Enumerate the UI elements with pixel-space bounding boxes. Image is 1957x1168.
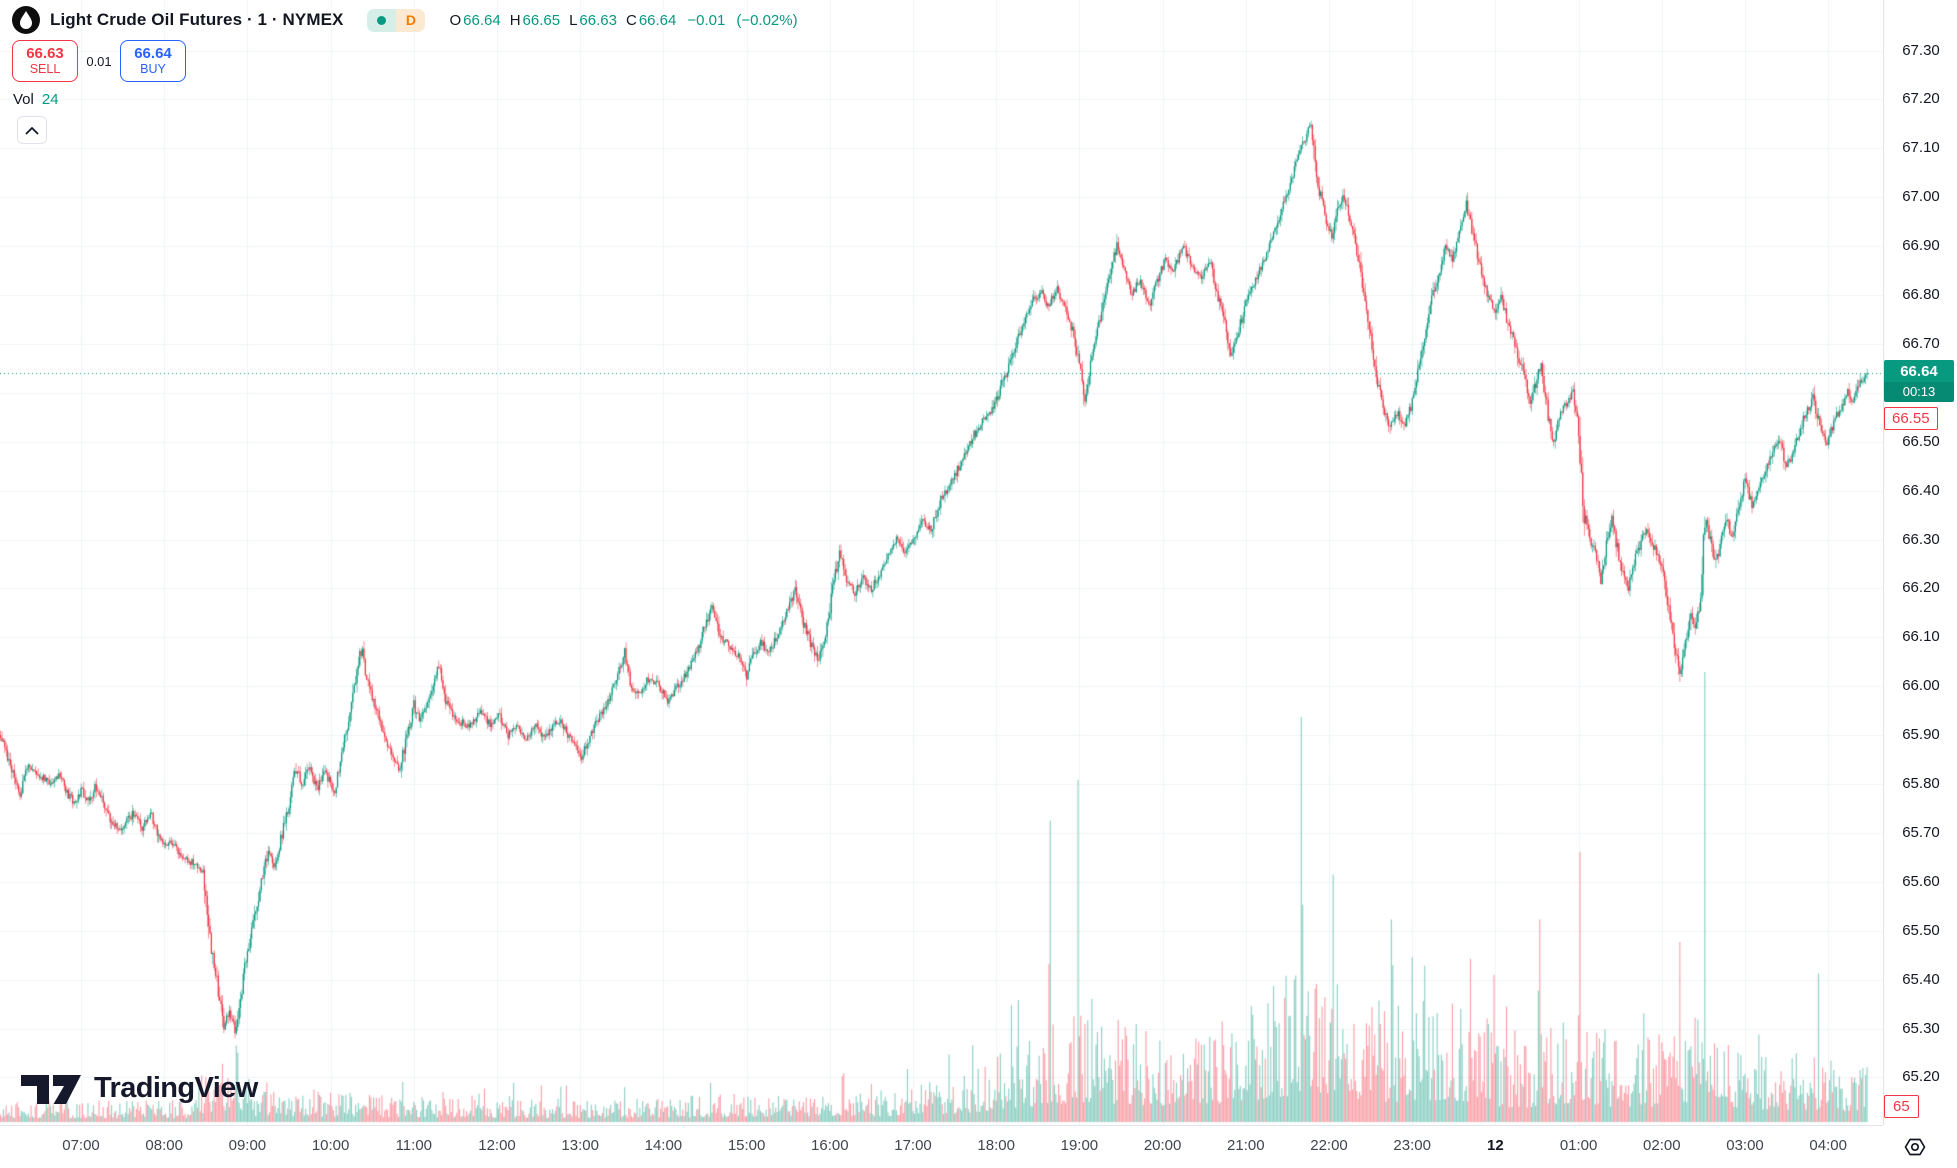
price-tick-label: 66.30 xyxy=(1902,530,1940,548)
time-tick-label: 18:00 xyxy=(977,1137,1015,1154)
time-tick-label: 17:00 xyxy=(894,1137,932,1154)
time-tick-label: 23:00 xyxy=(1393,1137,1431,1154)
time-tick-label: 10:00 xyxy=(311,1137,350,1154)
price-tick-label: 67.30 xyxy=(1902,41,1940,59)
time-tick-label: 22:00 xyxy=(1310,1137,1348,1154)
price-axis[interactable]: 67.3067.2067.1067.0066.9066.8066.7066.60… xyxy=(1883,0,1957,1125)
current-price-label: 66.64 00:13 xyxy=(1884,360,1954,402)
close-label: C xyxy=(625,11,637,29)
price-tick-label: 65.90 xyxy=(1902,726,1940,744)
price-tick-label: 66.00 xyxy=(1902,677,1940,695)
price-tick-label: 65.40 xyxy=(1902,970,1940,988)
volume-legend: Vol 24 xyxy=(13,91,59,108)
high-label: H xyxy=(509,11,521,29)
trade-panel: 66.63 SELL 0.01 66.64 BUY xyxy=(12,40,186,82)
price-tick-label: 66.40 xyxy=(1902,481,1940,499)
time-tick-label: 14:00 xyxy=(644,1137,683,1154)
price-tick-label: 65.20 xyxy=(1902,1068,1940,1086)
time-tick-label: 12:00 xyxy=(478,1137,516,1154)
volume-axis-label: 65 xyxy=(1884,1095,1919,1118)
time-tick-label: 08:00 xyxy=(145,1137,183,1154)
ohlc-readout: O 66.64 H 66.65 L 66.63 C 66.64 −0.01 (−0.02… xyxy=(449,12,797,29)
close-value: 66.64 xyxy=(638,11,677,29)
oil-drop-icon xyxy=(12,6,40,34)
price-tick-label: 66.20 xyxy=(1902,579,1940,597)
time-tick-label: 16:00 xyxy=(811,1137,849,1154)
price-tick-label: 66.10 xyxy=(1902,628,1940,646)
price-tick-label: 65.60 xyxy=(1902,872,1940,890)
chevron-up-icon xyxy=(25,126,39,134)
axis-corner-cell xyxy=(1883,1125,1957,1168)
volume-value: 24 xyxy=(41,91,59,108)
time-tick-label: 15:00 xyxy=(727,1137,766,1154)
current-price-value: 66.64 xyxy=(1884,360,1954,382)
time-tick-label: 21:00 xyxy=(1227,1137,1265,1154)
price-tick-label: 65.50 xyxy=(1902,921,1940,939)
price-tick-label: 66.80 xyxy=(1902,286,1940,303)
price-tick-label: 67.00 xyxy=(1902,188,1940,206)
tradingview-logo-icon xyxy=(21,1074,81,1104)
time-tick-label: 20:00 xyxy=(1143,1137,1182,1154)
high-value: 66.65 xyxy=(522,11,561,29)
time-tick-label: 03:00 xyxy=(1726,1137,1764,1154)
change-percent: (−0.02%) xyxy=(736,11,798,29)
buy-button[interactable]: 66.64 BUY xyxy=(120,40,186,82)
time-tick-label: 09:00 xyxy=(228,1137,267,1154)
price-tick-label: 67.10 xyxy=(1902,139,1940,157)
time-tick-label: 04:00 xyxy=(1809,1137,1847,1154)
time-tick-label: 07:00 xyxy=(62,1137,100,1154)
open-label: O xyxy=(449,11,462,29)
time-tick-label: 11:00 xyxy=(395,1137,433,1154)
price-tick-label: 65.70 xyxy=(1902,823,1940,841)
symbol-title[interactable]: Light Crude Oil Futures · 1 · NYMEX xyxy=(50,10,344,29)
time-tick-label: 01:00 xyxy=(1559,1137,1598,1154)
time-tick-label: 13:00 xyxy=(561,1137,599,1154)
spread-value: 0.01 xyxy=(86,53,112,69)
interval-badge[interactable]: D xyxy=(396,8,426,32)
time-tick-label: 19:00 xyxy=(1060,1137,1099,1154)
timezone-settings-icon[interactable] xyxy=(1902,1134,1928,1160)
sell-price: 66.63 xyxy=(26,45,64,63)
price-tick-label: 66.90 xyxy=(1902,237,1940,255)
sell-label: SELL xyxy=(29,62,61,77)
buy-label: BUY xyxy=(140,62,166,77)
interval-status-pill[interactable]: D xyxy=(367,8,426,32)
ask-price-label: 66.55 xyxy=(1884,407,1938,430)
low-label: L xyxy=(569,11,578,29)
low-value: 66.63 xyxy=(579,11,617,29)
volume-label: Vol xyxy=(13,91,34,108)
sell-button[interactable]: 66.63 SELL xyxy=(12,40,78,82)
price-tick-label: 65.30 xyxy=(1902,1019,1940,1037)
price-tick-label: 65.80 xyxy=(1902,775,1940,792)
market-open-dot-icon xyxy=(367,8,397,32)
time-tick-label: 02:00 xyxy=(1643,1137,1681,1154)
tradingview-watermark-text: TradingView xyxy=(94,1072,258,1104)
change-value: −0.01 xyxy=(687,11,726,29)
time-axis[interactable]: 07:00 08:00 09:00 10:00 11:00 12:00 13:00 14:00… xyxy=(0,1125,1957,1168)
collapse-legend-button[interactable] xyxy=(17,116,47,144)
price-tick-label: 66.70 xyxy=(1902,334,1940,352)
bar-countdown: 00:13 xyxy=(1884,382,1954,402)
tradingview-watermark[interactable]: TradingView xyxy=(20,1072,258,1105)
buy-price: 66.64 xyxy=(134,45,172,63)
date-tick-label: 12 xyxy=(1487,1137,1504,1154)
open-value: 66.64 xyxy=(463,11,501,29)
price-tick-label: 66.50 xyxy=(1902,432,1940,450)
price-tick-label: 67.20 xyxy=(1902,90,1940,108)
